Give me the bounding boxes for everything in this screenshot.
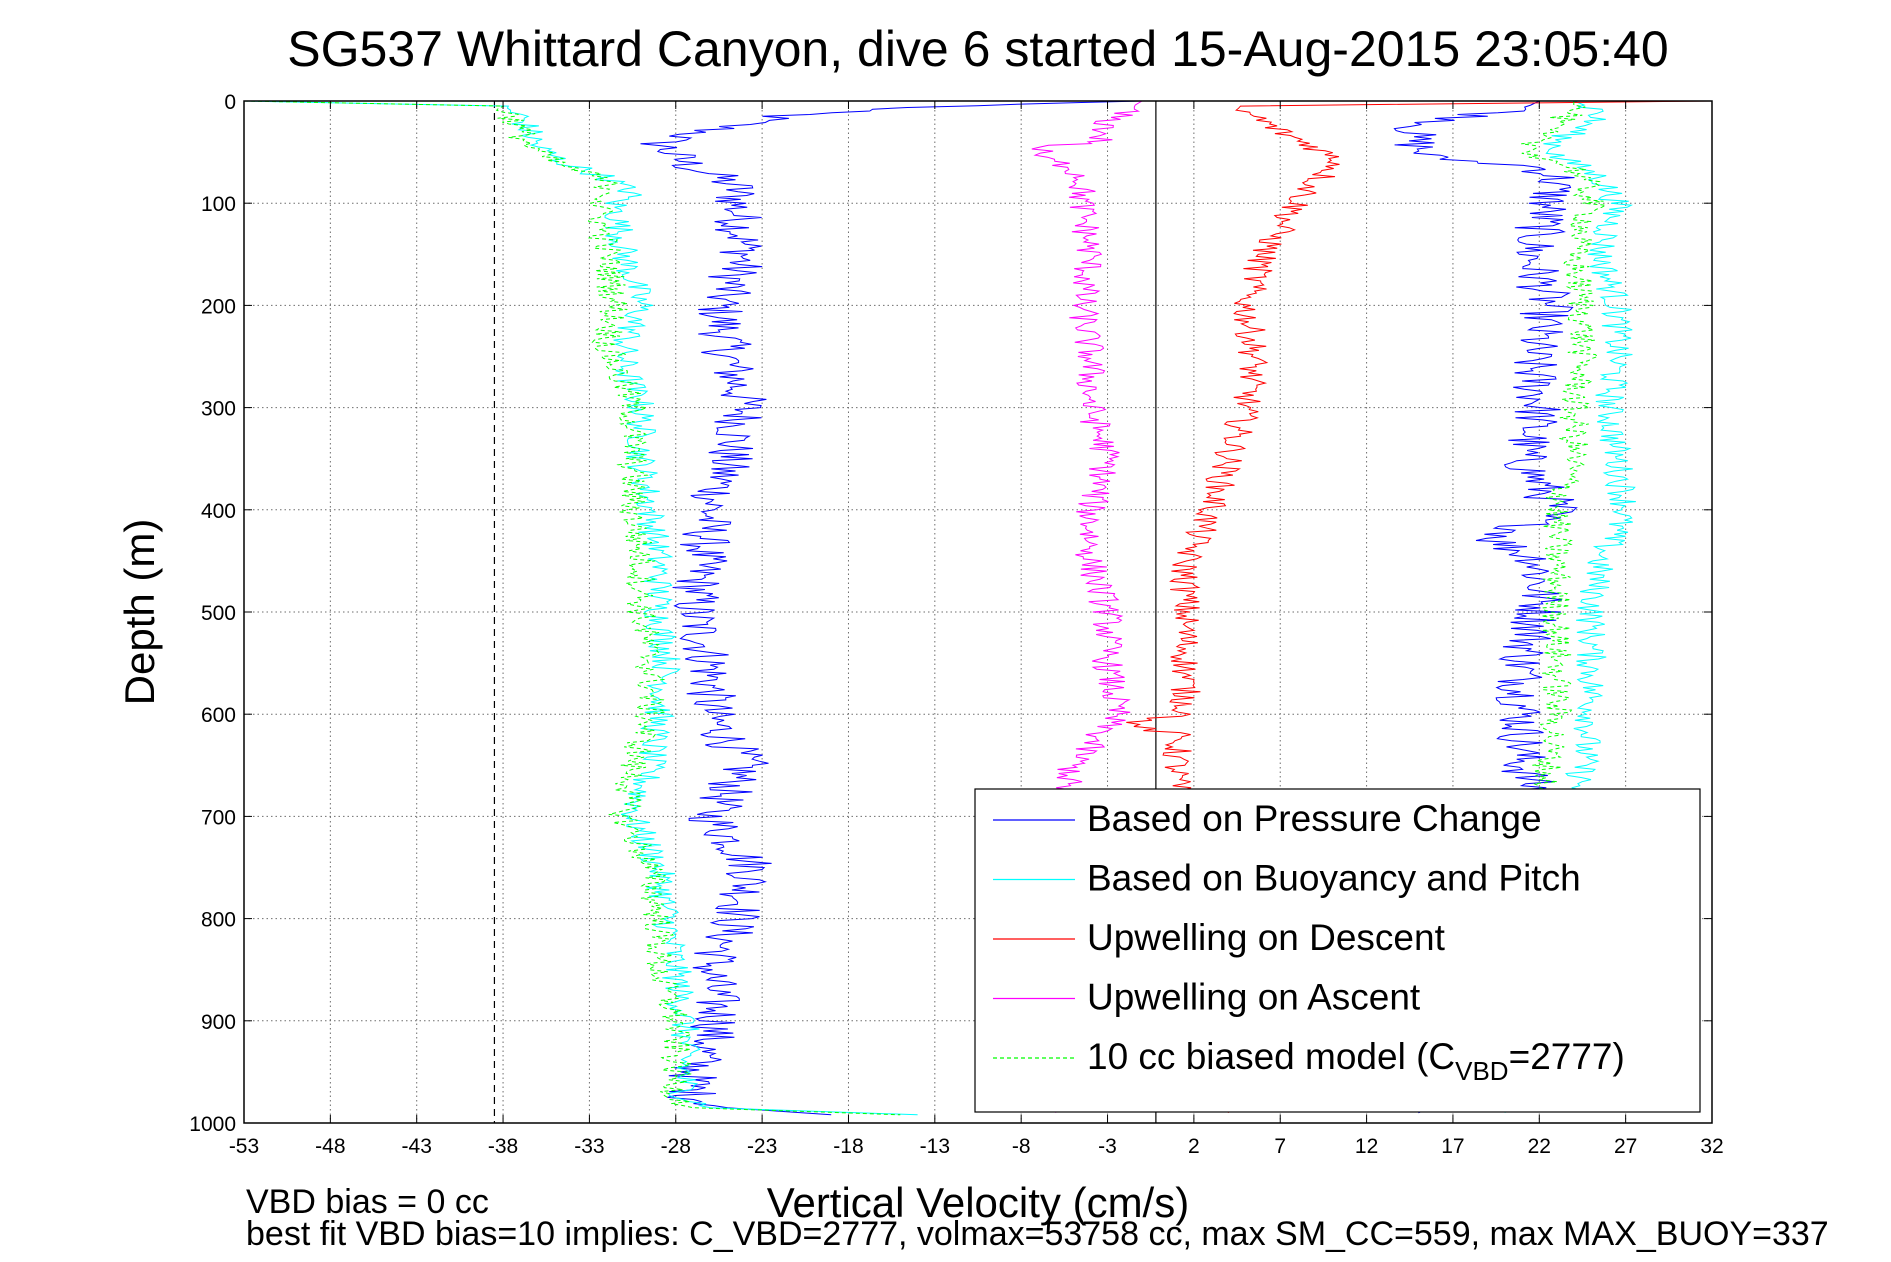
footer-line-2: best fit VBD bias=10 implies: C_VBD=2777… <box>246 1215 1829 1253</box>
legend: Based on Pressure Change Based on Buoyanc… <box>974 788 1701 1113</box>
x-tick-label: -43 <box>402 1135 432 1158</box>
x-axis-ticks: -53 -48 -43 -38 -33 -28 -23 -18 -13 -8 -3 2 7 12 17 22 2… <box>229 101 1724 1158</box>
x-tick-label: -28 <box>661 1135 691 1158</box>
x-tick-label: 17 <box>1441 1135 1464 1158</box>
legend-label: Upwelling on Ascent <box>1087 977 1421 1018</box>
x-tick-label: -18 <box>833 1135 863 1158</box>
y-tick-label: 200 <box>201 295 236 318</box>
x-tick-label: -13 <box>920 1135 950 1158</box>
y-tick-label: 300 <box>201 398 236 421</box>
x-tick-label: -3 <box>1098 1135 1117 1158</box>
x-tick-label: 7 <box>1274 1135 1286 1158</box>
y-tick-label: 800 <box>201 909 236 932</box>
y-axis-ticks: 0 100 200 300 400 500 600 700 800 900 1000 <box>189 91 1712 1136</box>
series-line <box>640 101 1143 1116</box>
x-tick-label: 27 <box>1614 1135 1637 1158</box>
legend-label: Upwelling on Descent <box>1087 917 1446 958</box>
x-tick-label: -38 <box>488 1135 518 1158</box>
y-tick-label: 100 <box>201 193 236 216</box>
x-tick-label: -48 <box>315 1135 345 1158</box>
y-axis-label: Depth (m) <box>116 519 163 706</box>
legend-label: Based on Buoyancy and Pitch <box>1087 858 1581 899</box>
x-tick-label: -53 <box>229 1135 259 1158</box>
legend-label: Based on Pressure Change <box>1087 798 1542 839</box>
x-tick-label: 2 <box>1188 1135 1200 1158</box>
legend-box <box>974 788 1701 1113</box>
x-axis-label: Vertical Velocity (cm/s) <box>767 1179 1189 1226</box>
legend-label: 10 cc biased model (CVBD=2777) <box>1087 1036 1625 1086</box>
x-tick-label: -33 <box>574 1135 604 1158</box>
footer-line-1: VBD bias = 0 cc <box>246 1183 489 1221</box>
y-tick-label: 900 <box>201 1011 236 1034</box>
y-tick-label: 0 <box>224 91 236 114</box>
chart-title: SG537 Whittard Canyon, dive 6 started 15… <box>287 21 1668 77</box>
y-tick-label: 600 <box>201 704 236 727</box>
y-tick-label: 700 <box>201 806 236 829</box>
x-tick-label: -8 <box>1012 1135 1031 1158</box>
x-tick-label: 12 <box>1355 1135 1378 1158</box>
series-line <box>244 101 918 1116</box>
series-line <box>244 101 901 1116</box>
x-tick-label: -23 <box>747 1135 777 1158</box>
y-tick-label: 400 <box>201 500 236 523</box>
y-tick-label: 500 <box>201 602 236 625</box>
x-tick-label: 32 <box>1700 1135 1723 1158</box>
x-tick-label: 22 <box>1528 1135 1551 1158</box>
y-tick-label: 1000 <box>189 1113 236 1136</box>
